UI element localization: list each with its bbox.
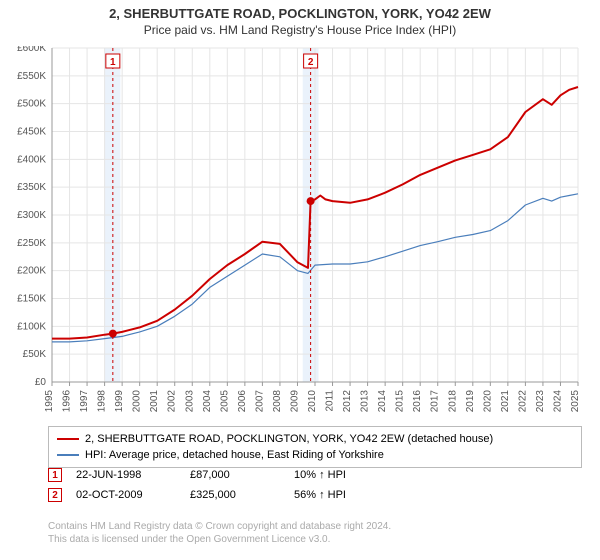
svg-text:2008: 2008 <box>272 390 283 413</box>
svg-text:£100K: £100K <box>17 321 46 332</box>
sales-list: 1 22-JUN-1998 £87,000 10% ↑ HPI 2 02-OCT… <box>48 468 582 508</box>
svg-text:2004: 2004 <box>202 390 213 413</box>
svg-text:£150K: £150K <box>17 294 46 305</box>
svg-text:£200K: £200K <box>17 266 46 277</box>
legend-swatch <box>57 454 79 456</box>
svg-text:2013: 2013 <box>360 390 371 413</box>
chart-area: £0£50K£100K£150K£200K£250K£300K£350K£400… <box>48 46 582 416</box>
svg-text:2009: 2009 <box>289 390 300 413</box>
svg-text:2002: 2002 <box>167 390 178 413</box>
svg-text:1: 1 <box>110 57 116 68</box>
sale-date: 22-JUN-1998 <box>76 469 176 481</box>
svg-text:£0: £0 <box>35 377 47 388</box>
svg-text:2012: 2012 <box>342 390 353 413</box>
svg-text:£500K: £500K <box>17 99 46 110</box>
chart-titles: 2, SHERBUTTGATE ROAD, POCKLINGTON, YORK,… <box>0 0 600 37</box>
sale-price: £87,000 <box>190 469 280 481</box>
legend: 2, SHERBUTTGATE ROAD, POCKLINGTON, YORK,… <box>48 426 582 468</box>
svg-text:£300K: £300K <box>17 210 46 221</box>
chart-title: 2, SHERBUTTGATE ROAD, POCKLINGTON, YORK,… <box>0 6 600 21</box>
svg-text:2003: 2003 <box>184 390 195 413</box>
svg-text:2000: 2000 <box>132 390 143 413</box>
sale-marker-icon: 2 <box>48 488 62 502</box>
svg-text:2014: 2014 <box>377 390 388 413</box>
legend-label: HPI: Average price, detached house, East… <box>85 447 384 463</box>
svg-text:2023: 2023 <box>535 390 546 413</box>
svg-text:1998: 1998 <box>97 390 108 413</box>
svg-text:2018: 2018 <box>447 390 458 413</box>
svg-text:2007: 2007 <box>254 390 265 413</box>
sale-hpi: 56% ↑ HPI <box>294 489 384 501</box>
legend-item: HPI: Average price, detached house, East… <box>57 447 573 463</box>
svg-text:2: 2 <box>308 57 314 68</box>
svg-text:2017: 2017 <box>430 390 441 413</box>
svg-text:2016: 2016 <box>412 390 423 413</box>
legend-item: 2, SHERBUTTGATE ROAD, POCKLINGTON, YORK,… <box>57 431 573 447</box>
svg-text:1999: 1999 <box>114 390 125 413</box>
sale-date: 02-OCT-2009 <box>76 489 176 501</box>
svg-text:£50K: £50K <box>23 349 47 360</box>
attribution: Contains HM Land Registry data © Crown c… <box>48 520 582 546</box>
sale-marker-icon: 1 <box>48 468 62 482</box>
svg-text:2005: 2005 <box>219 390 230 413</box>
svg-text:£250K: £250K <box>17 238 46 249</box>
legend-label: 2, SHERBUTTGATE ROAD, POCKLINGTON, YORK,… <box>85 431 493 447</box>
page-container: 2, SHERBUTTGATE ROAD, POCKLINGTON, YORK,… <box>0 0 600 560</box>
svg-text:1996: 1996 <box>62 390 73 413</box>
svg-text:2025: 2025 <box>570 390 581 413</box>
svg-text:2024: 2024 <box>552 390 563 413</box>
svg-text:£350K: £350K <box>17 182 46 193</box>
svg-text:2006: 2006 <box>237 390 248 413</box>
svg-text:£400K: £400K <box>17 154 46 165</box>
svg-text:2020: 2020 <box>482 390 493 413</box>
svg-text:2021: 2021 <box>500 390 511 413</box>
svg-text:£450K: £450K <box>17 127 46 138</box>
attribution-line: This data is licensed under the Open Gov… <box>48 533 582 546</box>
attribution-line: Contains HM Land Registry data © Crown c… <box>48 520 582 533</box>
sale-row: 2 02-OCT-2009 £325,000 56% ↑ HPI <box>48 488 582 502</box>
svg-text:2022: 2022 <box>517 390 528 413</box>
sale-row: 1 22-JUN-1998 £87,000 10% ↑ HPI <box>48 468 582 482</box>
svg-text:2011: 2011 <box>325 390 336 412</box>
sale-hpi: 10% ↑ HPI <box>294 469 384 481</box>
svg-text:1997: 1997 <box>79 390 90 413</box>
legend-swatch <box>57 438 79 440</box>
svg-text:2019: 2019 <box>465 390 476 413</box>
svg-text:2015: 2015 <box>395 390 406 413</box>
line-chart: £0 £50K £100K £150K £200K £250K £300K £350K £400… <box>4 46 582 416</box>
svg-text:1995: 1995 <box>44 390 55 413</box>
chart-subtitle: Price paid vs. HM Land Registry's House … <box>0 23 600 37</box>
svg-text:2010: 2010 <box>307 390 318 413</box>
svg-text:2001: 2001 <box>149 390 160 413</box>
svg-text:£550K: £550K <box>17 71 46 82</box>
svg-text:£600K: £600K <box>17 46 46 54</box>
sale-price: £325,000 <box>190 489 280 501</box>
